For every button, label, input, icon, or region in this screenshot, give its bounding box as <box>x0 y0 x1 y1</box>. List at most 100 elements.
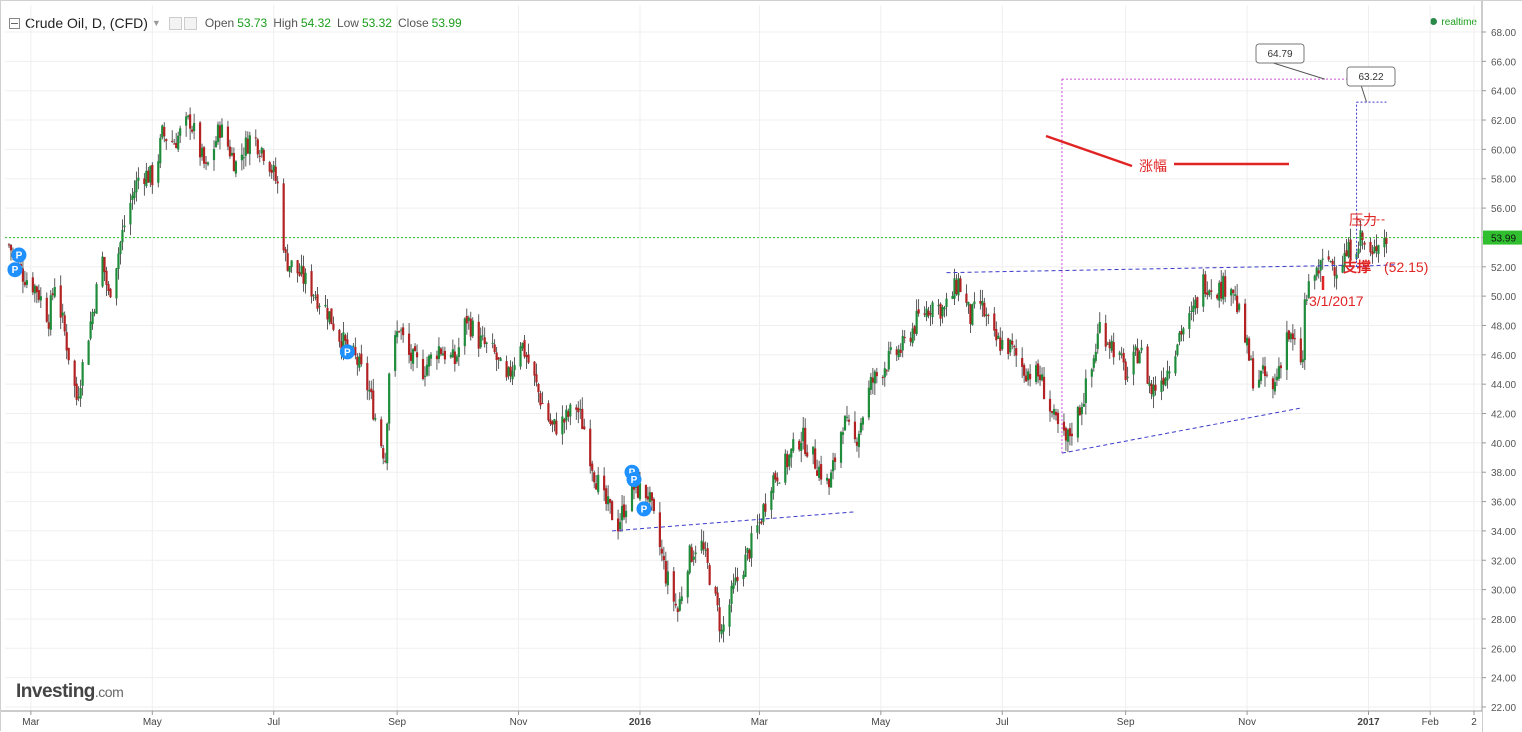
candle-body <box>881 377 884 379</box>
y-tick-label: 26.00 <box>1491 644 1516 655</box>
candle-body <box>1048 398 1052 412</box>
candle-body <box>762 504 765 522</box>
candle-body <box>1261 365 1265 370</box>
candle-body <box>1375 246 1378 252</box>
candle-body <box>973 301 976 305</box>
candle-body <box>792 439 795 451</box>
candle-body <box>569 404 572 417</box>
y-tick-label: 46.00 <box>1491 351 1516 362</box>
candle-body <box>1301 359 1304 363</box>
candle-body <box>527 354 530 363</box>
p-marker-text: P <box>12 265 19 276</box>
y-tick-label: 44.00 <box>1491 380 1516 391</box>
candle-body <box>380 419 383 447</box>
y-tick-label: 24.00 <box>1491 674 1516 685</box>
candle-body <box>286 253 289 271</box>
candle-body <box>1118 352 1121 355</box>
candle-body <box>915 310 918 335</box>
candle-body <box>173 143 176 145</box>
candle-body <box>648 492 652 502</box>
candle-body <box>1066 429 1070 442</box>
candle-body <box>103 257 106 273</box>
candle-body <box>1349 239 1352 261</box>
p-marker: P <box>339 344 355 360</box>
x-tick-label: May <box>143 717 162 728</box>
chevron-down-icon[interactable]: ▼ <box>151 18 161 28</box>
candle-body <box>366 363 369 391</box>
candle-body <box>1146 346 1149 384</box>
candle-body <box>1222 275 1225 300</box>
candle-body <box>411 349 415 364</box>
candle-body <box>270 169 273 173</box>
candle-body <box>175 142 178 149</box>
x-tick-label: Nov <box>1238 717 1256 728</box>
candle-body <box>358 356 361 368</box>
candle-body <box>346 339 349 349</box>
candle-body <box>937 305 940 307</box>
candle-body <box>1236 295 1239 313</box>
candle-body <box>274 166 277 182</box>
candle-body <box>1257 379 1261 388</box>
candle-body <box>352 345 355 347</box>
candle-body <box>65 332 68 351</box>
candle-body <box>609 499 612 503</box>
gear-icon[interactable] <box>183 16 197 30</box>
candle-body <box>708 565 711 585</box>
candle-body <box>1385 237 1388 244</box>
candle-body <box>742 574 745 580</box>
candle-body <box>1202 274 1205 307</box>
candle-body <box>931 302 934 318</box>
instrument-title[interactable]: Crude Oil, D, (CFD) <box>25 15 148 31</box>
candle-body <box>995 329 998 341</box>
candle-body <box>47 322 50 329</box>
candle-body <box>616 518 620 532</box>
candle-body <box>109 288 112 298</box>
close-value: 53.99 <box>431 16 462 30</box>
candle-body <box>402 327 405 336</box>
candle-body <box>37 290 40 300</box>
candle-body <box>1015 348 1018 356</box>
candle-body <box>911 328 914 344</box>
candle-body <box>244 137 247 156</box>
candle-body <box>101 256 104 287</box>
candle-body <box>939 303 942 319</box>
candle-body <box>644 484 648 499</box>
collapse-icon[interactable] <box>9 17 20 29</box>
candle-body <box>1371 251 1374 255</box>
x-tick-label: Sep <box>388 717 406 728</box>
realtime-indicator[interactable]: realtime <box>1430 17 1477 28</box>
candle-body <box>605 488 608 504</box>
candle-body <box>157 161 160 183</box>
candle-body <box>1196 297 1199 309</box>
candle-body <box>955 279 958 294</box>
candle-body <box>903 337 906 339</box>
candle-body <box>843 416 847 431</box>
candle-body <box>384 460 387 462</box>
candle-body <box>1279 365 1283 369</box>
candle-body <box>925 308 928 318</box>
candle-body <box>1287 330 1290 340</box>
candle-body <box>1265 374 1269 376</box>
candle-body <box>171 140 174 142</box>
candle-body <box>1249 358 1253 360</box>
candle-body <box>332 323 335 330</box>
x-tick-label: 2 <box>1471 717 1477 728</box>
candle-body <box>63 315 66 332</box>
status-dot-icon <box>1430 18 1438 25</box>
candle-body <box>1056 412 1060 425</box>
candle-body <box>563 419 566 423</box>
candle-body <box>694 552 697 555</box>
eye-icon[interactable] <box>168 16 182 30</box>
candle-body <box>1090 369 1093 377</box>
candle-body <box>298 272 301 276</box>
candle-body <box>105 270 108 286</box>
candle-body <box>1192 305 1195 312</box>
candle-body <box>784 453 787 483</box>
candle-body <box>1271 378 1275 390</box>
candle-body <box>246 138 249 154</box>
candle-body <box>680 596 683 601</box>
candle-body <box>820 464 823 480</box>
candle-body <box>479 335 482 348</box>
